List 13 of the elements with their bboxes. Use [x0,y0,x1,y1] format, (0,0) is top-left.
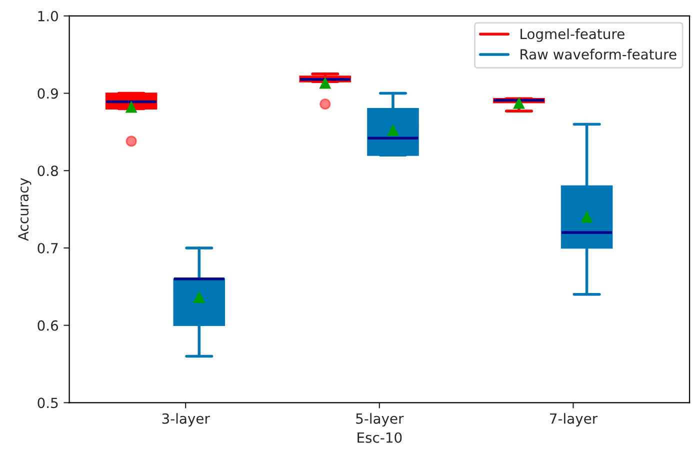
y-axis-title: Accuracy [18,178,32,241]
y-tick-label: 0.5 [38,398,58,408]
x-tick-label: 3-layer [162,413,210,427]
y-tick-label: 0.6 [38,320,58,331]
legend-label: Raw waveform-feature [520,48,676,60]
y-tick-label: 0.7 [38,242,58,254]
legend-label: Logmel-feature [520,28,624,42]
y-tick-label: 0.9 [38,88,58,99]
x-tick-label: 7-layer [550,413,598,427]
y-tick-label: 1.0 [38,10,58,22]
x-tick-label: 5-layer [356,413,404,427]
x-axis-title: Esc-10 [358,432,402,443]
y-tick-label: 0.8 [38,166,58,176]
